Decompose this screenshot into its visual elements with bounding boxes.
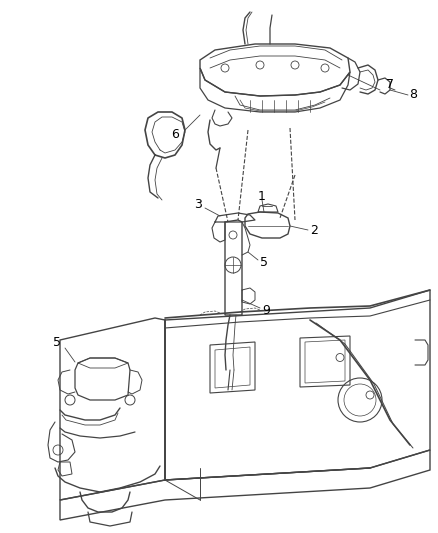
Text: 9: 9: [262, 304, 270, 318]
Text: 3: 3: [194, 198, 202, 212]
Text: 2: 2: [310, 223, 318, 237]
Text: 5: 5: [260, 255, 268, 269]
Text: 7: 7: [386, 78, 394, 92]
Text: 5: 5: [53, 335, 61, 349]
Text: 1: 1: [258, 190, 266, 203]
Text: 6: 6: [171, 127, 179, 141]
Text: 8: 8: [409, 88, 417, 101]
